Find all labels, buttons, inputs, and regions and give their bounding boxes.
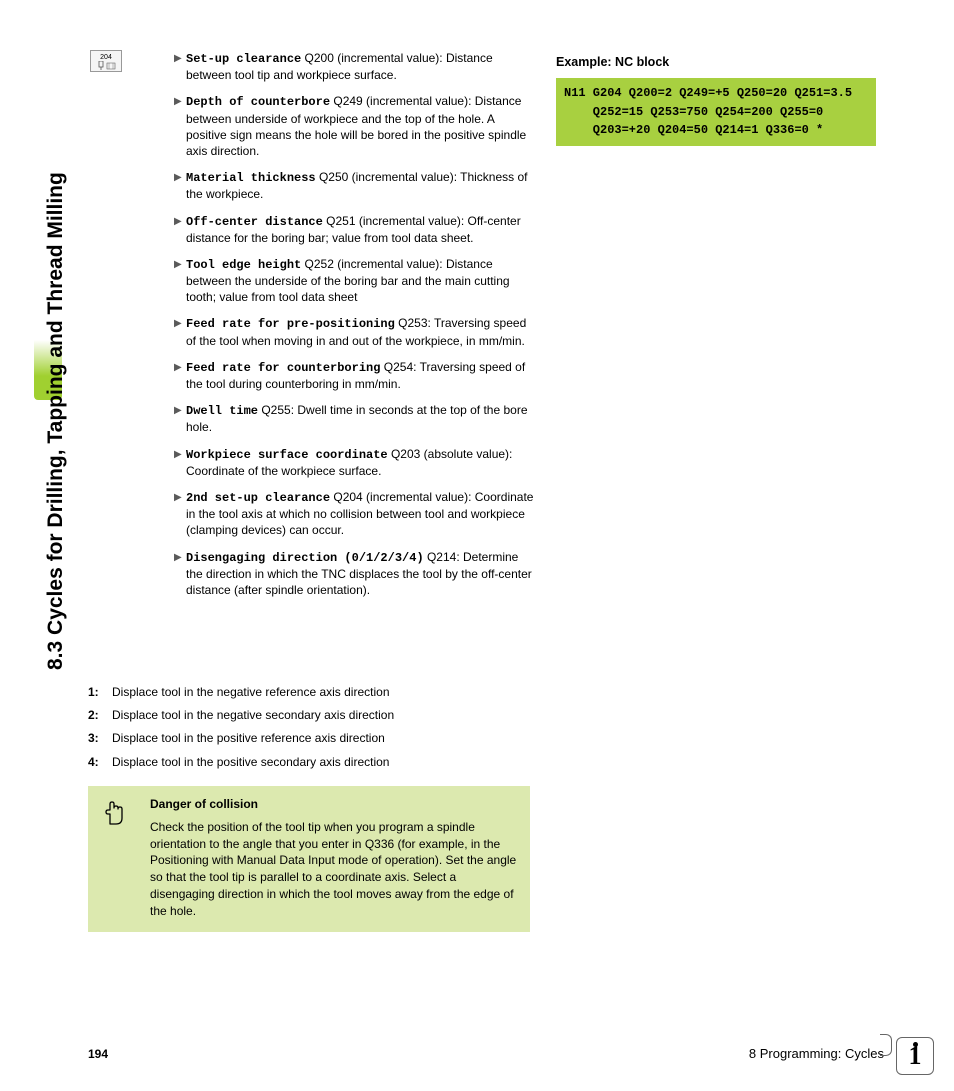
param-label: Disengaging direction (0/1/2/3/4): [186, 551, 424, 565]
arrow-icon: ▶: [174, 95, 182, 109]
param-label: Tool edge height: [186, 258, 301, 272]
arrow-icon: ▶: [174, 171, 182, 185]
example-title: Example: NC block: [556, 55, 669, 69]
drill-icon: [93, 61, 119, 71]
param-label: Feed rate for counterboring: [186, 361, 380, 375]
numbered-item: 4:Displace tool in the positive secondar…: [88, 754, 538, 770]
param-item: ▶2nd set-up clearance Q204 (incremental …: [174, 489, 534, 539]
item-text: Displace tool in the negative secondary …: [112, 707, 394, 723]
arrow-icon: ▶: [174, 491, 182, 505]
numbered-item: 3:Displace tool in the positive referenc…: [88, 730, 538, 746]
param-label: Dwell time: [186, 404, 258, 418]
param-label: 2nd set-up clearance: [186, 491, 330, 505]
arrow-icon: ▶: [174, 448, 182, 462]
param-item: ▶Material thickness Q250 (incremental va…: [174, 169, 534, 202]
param-item: ▶Feed rate for counterboring Q254: Trave…: [174, 359, 534, 392]
item-text: Displace tool in the positive secondary …: [112, 754, 389, 770]
arrow-icon: ▶: [174, 551, 182, 565]
item-number: 3:: [88, 730, 112, 746]
numbered-item: 1:Displace tool in the negative referenc…: [88, 684, 538, 700]
param-label: Depth of counterbore: [186, 95, 330, 109]
param-label: Material thickness: [186, 171, 316, 185]
warning-title: Danger of collision: [150, 796, 518, 813]
warning-body: Check the position of the tool tip when …: [150, 819, 518, 920]
arrow-icon: ▶: [174, 404, 182, 418]
parameter-list: ▶Set-up clearance Q200 (incremental valu…: [174, 50, 534, 608]
param-item: ▶Depth of counterbore Q249 (incremental …: [174, 93, 534, 159]
chapter-footer: 8 Programming: Cycles: [749, 1046, 884, 1061]
item-text: Displace tool in the negative reference …: [112, 684, 390, 700]
param-item: ▶Set-up clearance Q200 (incremental valu…: [174, 50, 534, 83]
param-item: ▶Disengaging direction (0/1/2/3/4) Q214:…: [174, 549, 534, 599]
item-number: 2:: [88, 707, 112, 723]
param-label: Off-center distance: [186, 215, 323, 229]
numbered-item: 2:Displace tool in the negative secondar…: [88, 707, 538, 723]
info-badge: 1: [896, 1037, 934, 1075]
hand-icon: [102, 800, 126, 826]
nc-code-block: N11 G204 Q200=2 Q249=+5 Q250=20 Q251=3.5…: [556, 78, 876, 146]
param-label: Workpiece surface coordinate: [186, 448, 388, 462]
param-item: ▶Tool edge height Q252 (incremental valu…: [174, 256, 534, 306]
param-item: ▶Feed rate for pre-positioning Q253: Tra…: [174, 315, 534, 348]
cycle-icon: 204: [90, 50, 122, 72]
item-number: 1:: [88, 684, 112, 700]
numbered-list: 1:Displace tool in the negative referenc…: [88, 684, 538, 777]
arrow-icon: ▶: [174, 361, 182, 375]
param-item: ▶Off-center distance Q251 (incremental v…: [174, 213, 534, 246]
item-number: 4:: [88, 754, 112, 770]
param-item: ▶Dwell time Q255: Dwell time in seconds …: [174, 402, 534, 435]
info-dot: [913, 1042, 918, 1047]
warning-box: Danger of collision Check the position o…: [88, 786, 530, 932]
arrow-icon: ▶: [174, 258, 182, 272]
cycle-icon-label: 204: [100, 54, 112, 61]
page-number: 194: [88, 1047, 108, 1061]
param-label: Set-up clearance: [186, 52, 301, 66]
arrow-icon: ▶: [174, 52, 182, 66]
arrow-icon: ▶: [174, 317, 182, 331]
section-side-title: 8.3 Cycles for Drilling, Tapping and Thr…: [44, 172, 68, 670]
item-text: Displace tool in the positive reference …: [112, 730, 385, 746]
arrow-icon: ▶: [174, 215, 182, 229]
footer-bracket: [880, 1034, 892, 1056]
param-item: ▶Workpiece surface coordinate Q203 (abso…: [174, 446, 534, 479]
param-label: Feed rate for pre-positioning: [186, 317, 395, 331]
